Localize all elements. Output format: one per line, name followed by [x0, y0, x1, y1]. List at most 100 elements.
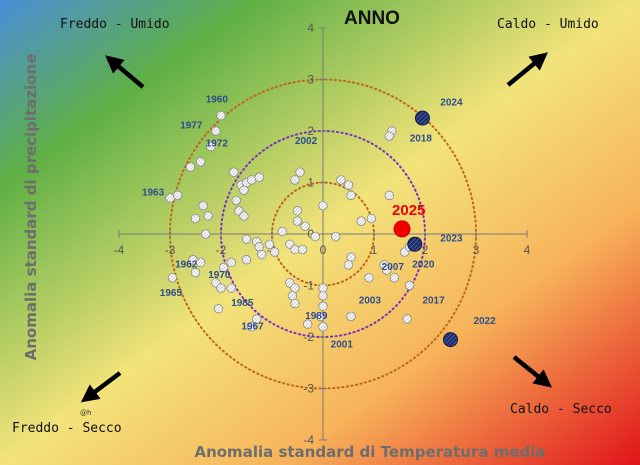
year-label: 2007: [382, 262, 405, 273]
data-point: [172, 190, 183, 201]
data-point: [216, 110, 226, 121]
x-tick-label: 4: [524, 243, 531, 257]
data-point: [203, 211, 213, 221]
y-tick-label: 2: [307, 124, 314, 138]
data-point: [346, 252, 356, 262]
data-point: [195, 157, 206, 167]
data-point: [290, 298, 300, 309]
data-point: [318, 283, 328, 293]
data-point: [216, 283, 226, 293]
data-point: [231, 195, 242, 206]
quadrant-label-bottom-left: Freddo - Secco: [12, 421, 122, 436]
year-label: 2002: [295, 136, 318, 147]
x-tick-label: 3: [473, 243, 480, 257]
data-point: [190, 213, 201, 224]
data-point: [257, 249, 267, 260]
year-label: 1965: [160, 288, 183, 299]
data-point: [167, 273, 178, 283]
data-point: [241, 255, 252, 265]
data-point: [364, 273, 374, 283]
current-year-label: 2025: [392, 202, 425, 219]
x-tick-label: -4: [114, 243, 125, 257]
data-point: [384, 190, 395, 201]
data-point: [241, 234, 252, 244]
y-tick-label: -2: [303, 330, 314, 344]
quadrant-label-bottom-right: Caldo - Secco: [510, 402, 612, 417]
data-point: [195, 257, 206, 268]
arrow-bottom-right-icon: [512, 355, 553, 388]
data-point: [226, 257, 236, 268]
data-point: [318, 291, 328, 301]
data-point: [356, 216, 366, 226]
x-tick-label: 0: [320, 243, 327, 257]
data-point: [218, 262, 229, 273]
data-point: [384, 131, 395, 141]
year-label: 1962: [175, 259, 198, 270]
year-label: 1967: [241, 321, 264, 332]
year-label: 1977: [180, 120, 203, 131]
points-layer: 2025: [165, 110, 458, 348]
y-tick-label: -4: [303, 433, 314, 447]
data-point: [290, 175, 300, 185]
y-tick-label: 1: [307, 176, 314, 190]
y-tick-label: -3: [303, 382, 314, 396]
data-point: [206, 141, 216, 152]
data-point: [226, 283, 236, 293]
data-point: [382, 265, 392, 275]
arrow-bottom-left-icon: [80, 371, 122, 403]
data-point: [211, 126, 221, 136]
data-point: [346, 190, 356, 201]
x-tick-label: -3: [165, 243, 176, 257]
year-label: 2017: [422, 296, 445, 307]
x-axis-label: Anomalia standard di Temperatura media: [194, 443, 545, 461]
x-tick-label: 2: [422, 243, 429, 257]
data-point: [239, 211, 249, 221]
data-point: [269, 247, 280, 257]
data-point: [303, 319, 313, 329]
data-point: [331, 231, 341, 242]
data-point: [287, 291, 298, 301]
data-point: [336, 175, 346, 185]
year-label: 2024: [440, 97, 463, 108]
highlight-point: [443, 332, 458, 348]
data-point: [315, 311, 326, 322]
data-point: [389, 273, 400, 283]
current-year-point: [393, 220, 411, 238]
y-tick-label: 0: [307, 227, 314, 241]
y-tick-label: -1: [303, 279, 314, 293]
quadrant-label-top-right: Caldo - Umido: [497, 17, 599, 32]
data-point: [300, 221, 310, 231]
data-point: [185, 162, 196, 172]
data-point: [264, 239, 275, 250]
data-point: [405, 280, 415, 291]
year-label: 2022: [473, 316, 496, 327]
year-label: 2020: [412, 259, 435, 270]
y-tick-label: 3: [307, 73, 314, 87]
x-tick-label: 1: [371, 243, 378, 257]
data-point: [318, 301, 328, 311]
year-label: 1963: [142, 187, 165, 198]
year-label: 1972: [206, 138, 229, 149]
data-point: [297, 244, 308, 255]
data-point: [346, 311, 356, 322]
year-label: 2023: [440, 234, 463, 245]
data-point: [254, 242, 264, 252]
data-point: [252, 314, 262, 324]
data-point: [402, 314, 412, 324]
data-point: [190, 267, 201, 278]
data-point: [318, 322, 328, 332]
data-point: [343, 180, 354, 190]
data-point: [292, 206, 303, 216]
watermark: @h: [80, 409, 91, 417]
data-point: [343, 260, 354, 270]
data-point: [295, 167, 305, 177]
data-point: [366, 213, 377, 224]
data-point: [254, 172, 264, 183]
data-point: [239, 185, 249, 195]
data-point: [290, 283, 300, 293]
year-label: 1960: [206, 95, 229, 106]
y-tick-label: 4: [307, 21, 314, 35]
year-label: 1970: [208, 270, 231, 281]
data-point: [277, 226, 287, 237]
